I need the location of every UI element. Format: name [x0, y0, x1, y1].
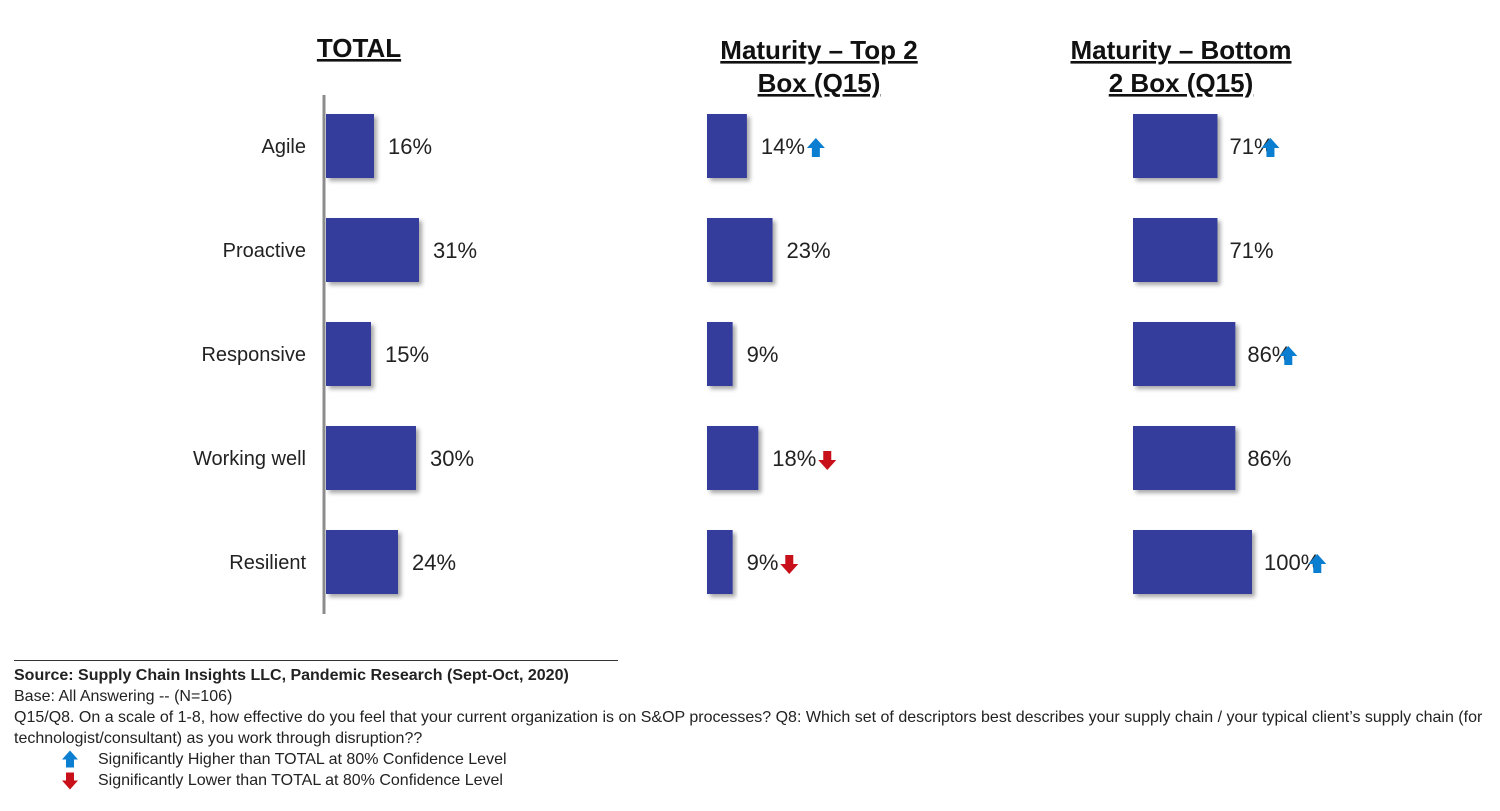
bar-panel-3-working-well — [1133, 426, 1236, 490]
question-note: Q15/Q8. On a scale of 1-8, how effective… — [14, 709, 1483, 747]
panel-1-title-line-1: TOTAL — [317, 33, 401, 63]
chart: Agile Proactive Responsive Working well Resi… — [193, 33, 1327, 614]
data-label-panel-2-resilient: 9% — [747, 550, 779, 575]
bar-panel-2-proactive — [707, 218, 773, 282]
data-label-panel-2-proactive: 23% — [787, 238, 831, 263]
data-label-panel-3-working-well: 86% — [1247, 446, 1291, 471]
bar-panel-3-responsive — [1133, 322, 1236, 386]
chart-footer: Source: Supply Chain Insights LLC, Pande… — [14, 660, 1494, 791]
data-label-panel-2-working-well: 18% — [772, 446, 816, 471]
data-label-panel-1-responsive: 15% — [385, 342, 429, 367]
panel-3-title-line-1: Maturity – Bottom — [1071, 35, 1292, 65]
up-arrow-icon-panel-3-resilient — [1308, 554, 1327, 573]
legend-higher: Significantly Higher than TOTAL at 80% C… — [98, 751, 507, 768]
data-label-panel-1-resilient: 24% — [412, 550, 456, 575]
category-label-working-well: Working well — [193, 448, 306, 470]
category-label-resilient: Resilient — [229, 552, 306, 574]
category-label-agile: Agile — [262, 136, 306, 158]
category-label-proactive: Proactive — [223, 240, 306, 262]
bar-panel-2-resilient — [707, 530, 733, 594]
base-note: Base: All Answering -- (N=106) — [14, 688, 233, 705]
bar-panel-3-resilient — [1133, 530, 1252, 594]
category-label-responsive: Responsive — [201, 344, 306, 366]
bar-panel-2-working-well — [707, 426, 759, 490]
bar-panel-3-proactive — [1133, 218, 1218, 282]
bar-panel-3-agile — [1133, 114, 1218, 178]
bar-panel-1-proactive — [326, 218, 419, 282]
data-label-panel-1-working-well: 30% — [430, 446, 474, 471]
panel-2-title-line-1: Maturity – Top 2 — [720, 35, 917, 65]
bar-panel-1-agile — [326, 114, 374, 178]
data-label-panel-1-proactive: 31% — [433, 238, 477, 263]
data-label-panel-1-agile: 16% — [388, 134, 432, 159]
source-note: Source: Supply Chain Insights LLC, Pande… — [14, 667, 569, 684]
panel-3-title-line-2: 2 Box (Q15) — [1109, 68, 1254, 98]
down-arrow-icon-panel-2-resilient — [780, 555, 799, 574]
bar-panel-2-responsive — [707, 322, 733, 386]
bar-panel-2-agile — [707, 114, 747, 178]
down-arrow-icon-panel-2-working-well — [818, 451, 837, 470]
data-label-panel-2-agile: 14% — [761, 134, 805, 159]
up-arrow-icon-panel-3-agile — [1261, 138, 1280, 157]
up-arrow-icon-panel-3-responsive — [1279, 346, 1298, 365]
data-label-panel-2-responsive: 9% — [747, 342, 779, 367]
panel-2-title-line-2: Box (Q15) — [758, 68, 881, 98]
bar-panel-1-working-well — [326, 426, 416, 490]
footer-rule — [14, 660, 618, 661]
bar-panel-1-resilient — [326, 530, 398, 594]
up-arrow-icon-panel-2-agile — [806, 138, 825, 157]
legend-lower: Significantly Lower than TOTAL at 80% Co… — [98, 772, 503, 789]
bar-panel-1-responsive — [326, 322, 371, 386]
data-label-panel-3-proactive: 71% — [1229, 238, 1273, 263]
